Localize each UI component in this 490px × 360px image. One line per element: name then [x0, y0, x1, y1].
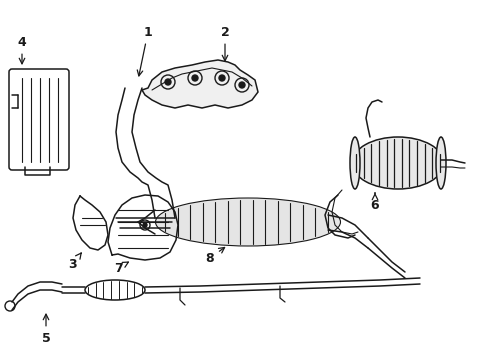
Circle shape	[239, 82, 245, 88]
Ellipse shape	[155, 198, 341, 246]
Ellipse shape	[436, 137, 446, 189]
Ellipse shape	[350, 137, 360, 189]
Circle shape	[192, 75, 198, 81]
Text: 4: 4	[18, 36, 26, 64]
Circle shape	[143, 223, 147, 227]
Text: 5: 5	[42, 314, 50, 345]
FancyBboxPatch shape	[9, 69, 69, 170]
Ellipse shape	[85, 280, 145, 300]
Ellipse shape	[352, 137, 444, 189]
Polygon shape	[142, 60, 258, 108]
Text: 3: 3	[68, 253, 81, 271]
Text: 1: 1	[137, 26, 152, 76]
Circle shape	[219, 75, 225, 81]
Text: 8: 8	[206, 247, 224, 265]
Text: 7: 7	[114, 261, 128, 274]
Text: 2: 2	[220, 26, 229, 61]
Circle shape	[165, 79, 171, 85]
Text: 6: 6	[371, 193, 379, 212]
